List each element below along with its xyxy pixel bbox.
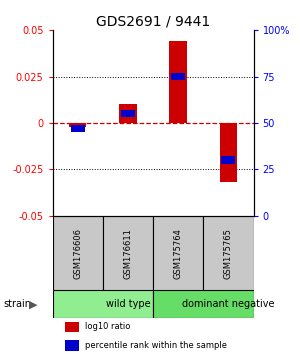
Bar [171, 73, 185, 80]
Bar [153, 290, 254, 318]
Bar [221, 156, 236, 164]
Bar [70, 125, 85, 132]
Text: GSM176611: GSM176611 [123, 228, 132, 279]
Bar [169, 41, 187, 123]
Text: GSM175764: GSM175764 [174, 228, 183, 279]
Bar [153, 216, 203, 290]
Text: dominant negative: dominant negative [182, 299, 274, 309]
Text: percentile rank within the sample: percentile rank within the sample [85, 341, 227, 350]
Text: wild type: wild type [106, 299, 150, 309]
Bar [203, 216, 254, 290]
Text: ▶: ▶ [28, 299, 37, 309]
Bar [69, 123, 86, 127]
Bar [103, 216, 153, 290]
Bar [119, 104, 137, 123]
Bar [52, 290, 153, 318]
Text: GSM176606: GSM176606 [73, 228, 82, 279]
Text: GSM175765: GSM175765 [224, 228, 233, 279]
Bar [64, 321, 79, 332]
Bar [121, 110, 135, 118]
Bar [220, 123, 237, 183]
Text: log10 ratio: log10 ratio [85, 322, 130, 331]
Text: strain: strain [3, 299, 31, 309]
Bar [52, 216, 103, 290]
Title: GDS2691 / 9441: GDS2691 / 9441 [96, 15, 210, 29]
Bar [64, 340, 79, 350]
